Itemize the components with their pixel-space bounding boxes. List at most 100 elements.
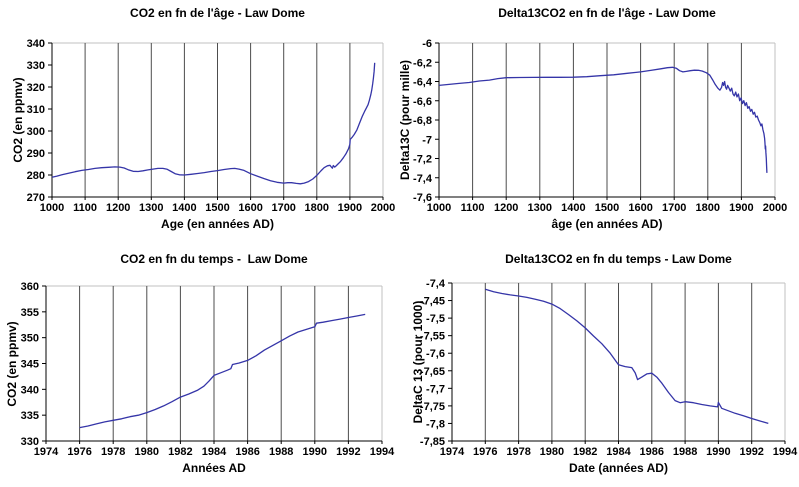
x-tick-label: 1000: [427, 202, 451, 214]
y-tick-label: -7: [422, 134, 432, 146]
y-tick-label: -7,5: [426, 313, 445, 325]
x-axis-label: Date (années AD): [569, 461, 668, 475]
x-tick-label: 1992: [739, 446, 763, 458]
y-tick-label: 270: [27, 192, 45, 204]
y-tick-label: 350: [21, 333, 39, 345]
x-tick-label: 1900: [338, 202, 362, 214]
y-tick-label: 340: [27, 38, 45, 50]
x-tick-label: 1300: [139, 202, 163, 214]
x-tick-label: 1300: [528, 202, 552, 214]
x-tick-label: 1100: [461, 202, 485, 214]
x-tick-label: 1986: [235, 446, 259, 458]
co2-vs-time-plot: 1974 1976 1978 1980 1982 1984 1986 1988 1990 1992…: [21, 281, 395, 458]
y-tick-label: -6,8: [413, 115, 432, 127]
y-tick-label: -7,55: [420, 331, 445, 343]
chart-panel-delta13c-vs-time: 1974 1976 1978 1980 1982 1984 1986 1988 1990 1992…: [400, 244, 799, 487]
x-tick-label: 1974: [440, 446, 465, 458]
y-tick-label: -6,2: [413, 57, 432, 69]
x-tick-label: 1984: [606, 446, 631, 458]
y-tick-label: 310: [27, 104, 45, 116]
delta13c-vs-time-plot: 1974 1976 1978 1980 1982 1984 1986 1988 1990 1992…: [420, 278, 798, 458]
y-tick-label: -7,4: [426, 278, 446, 290]
x-tick-label: 1980: [540, 446, 564, 458]
x-tick-label: 1978: [101, 446, 125, 458]
x-tick-label: 1982: [573, 446, 597, 458]
x-tick-label: 2000: [371, 202, 395, 214]
y-tick-label: -7,8: [426, 418, 445, 430]
co2-vs-age-plot: 1000 1100 1200 1300 1400 1500 1600 1700 1800 1900…: [27, 38, 396, 214]
y-tick-label: -7,65: [420, 366, 445, 378]
x-axis-label: Age (en années AD): [161, 217, 274, 231]
x-tick-label: 1988: [269, 446, 293, 458]
y-tick-label: 340: [21, 384, 39, 396]
x-tick-label: 1988: [673, 446, 697, 458]
y-tick-label: -7,75: [420, 401, 445, 413]
x-tick-label: 1994: [370, 446, 395, 458]
x-tick-label: 1900: [729, 202, 753, 214]
data-line: [485, 288, 769, 425]
y-tick-label: 300: [27, 126, 45, 138]
x-tick-label: 1400: [561, 202, 585, 214]
y-tick-label: -7,45: [420, 296, 445, 308]
x-tick-label: 1500: [595, 202, 619, 214]
y-tick-label: -7,6: [426, 348, 445, 360]
delta13c-vs-age-plot: 1000 1100 1200 1300 1400 1500 1600 1700 1800 1900…: [413, 38, 787, 214]
chart-panel-co2-vs-time: 1974 1976 1978 1980 1982 1984 1986 1988 1990 1992…: [0, 244, 399, 487]
chart-title: Delta13CO2 en fn du temps - Law Dome: [505, 252, 732, 266]
y-tick-label: 320: [27, 82, 45, 94]
y-tick-label: 280: [27, 170, 45, 182]
chart-panel-co2-vs-age: 1000 1100 1200 1300 1400 1500 1600 1700 1800 1900…: [0, 0, 399, 244]
x-tick-label: 1982: [168, 446, 192, 458]
y-tick-label: 290: [27, 148, 45, 160]
y-tick-label: 360: [21, 281, 39, 293]
y-tick-label: -7,4: [413, 173, 433, 185]
x-tick-label: 1992: [336, 446, 360, 458]
y-tick-label: -7,6: [413, 192, 432, 204]
x-tick-label: 1400: [172, 202, 196, 214]
x-tick-label: 1990: [706, 446, 730, 458]
x-tick-label: 1100: [73, 202, 97, 214]
y-tick-label: -6,6: [413, 96, 432, 108]
x-axis-label: Années AD: [182, 461, 246, 475]
x-tick-label: 1500: [205, 202, 229, 214]
x-tick-label: 2000: [763, 202, 787, 214]
x-axis-label: âge (en années AD): [551, 217, 663, 231]
y-tick-label: 330: [27, 60, 45, 72]
chart-panel-delta13c-vs-age: 1000 1100 1200 1300 1400 1500 1600 1700 1800 1900…: [398, 0, 799, 244]
x-tick-label: 1980: [135, 446, 159, 458]
x-tick-label: 1978: [506, 446, 530, 458]
x-tick-label: 1990: [303, 446, 327, 458]
chart-title: CO2 en fn de l'âge - Law Dome: [130, 6, 305, 20]
y-tick-label: 345: [21, 359, 39, 371]
x-tick-label: 1200: [494, 202, 518, 214]
y-tick-label: -7,7: [426, 383, 445, 395]
x-tick-label: 1600: [628, 202, 652, 214]
x-tick-label: 1974: [34, 446, 59, 458]
x-tick-label: 1984: [202, 446, 227, 458]
x-tick-label: 1700: [662, 202, 686, 214]
y-axis-label: CO2 (en ppmv): [5, 320, 19, 407]
y-tick-label: 330: [21, 436, 39, 448]
y-tick-label: -7,85: [420, 436, 445, 448]
y-tick-label: -6: [422, 38, 432, 50]
x-tick-label: 1600: [238, 202, 262, 214]
y-axis-label: Delta13C (pour mille): [398, 59, 412, 181]
x-tick-label: 1200: [106, 202, 130, 214]
y-tick-label: 335: [21, 410, 39, 422]
y-tick-label: -6,4: [413, 77, 433, 89]
x-tick-label: 1700: [271, 202, 295, 214]
x-tick-label: 1976: [67, 446, 91, 458]
chart-title: CO2 en fn du temps - Law Dome: [120, 252, 308, 266]
x-tick-label: 1800: [696, 202, 720, 214]
data-line: [51, 62, 376, 185]
x-tick-label: 1000: [40, 202, 64, 214]
data-line: [79, 313, 366, 429]
y-axis-label: DeltaC 13 (pour 1000): [411, 300, 425, 424]
data-line: [438, 66, 768, 173]
x-tick-label: 1994: [773, 446, 798, 458]
x-tick-label: 1800: [305, 202, 329, 214]
chart-title: Delta13CO2 en fn de l'âge - Law Dome: [498, 6, 716, 20]
y-tick-label: -7,2: [413, 154, 432, 166]
x-tick-label: 1986: [640, 446, 664, 458]
